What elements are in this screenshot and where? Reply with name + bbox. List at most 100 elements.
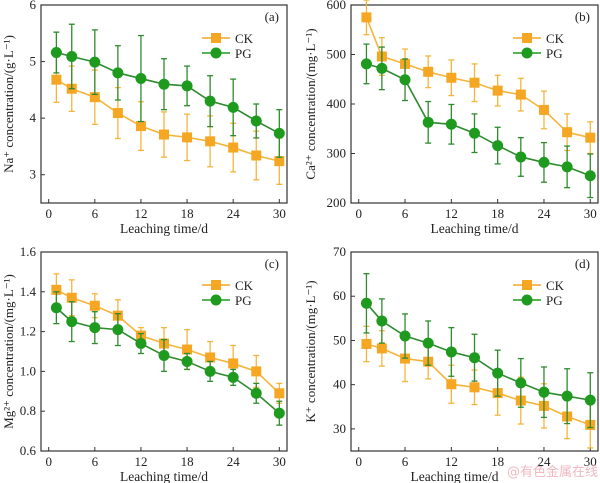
data-point-square (135, 121, 146, 132)
plot-frame (350, 251, 599, 452)
data-point-circle (561, 390, 573, 402)
x-tick-label: 0 (45, 206, 52, 221)
data-point-circle (135, 73, 147, 85)
data-point-square (182, 344, 193, 355)
data-point-square (182, 132, 193, 143)
data-point-circle (89, 56, 101, 68)
data-point-square (89, 92, 100, 103)
y-tick-label: 6 (30, 0, 37, 12)
chart-panel-d: 0 6 12 18 24 30 30 40 50 60 70 Leaching time/d K⁺ co… (303, 244, 599, 483)
x-tick-label: 12 (134, 454, 147, 469)
chart-panel-c: 0 6 12 18 24 30 0.6 0.8 1.0 1.2 1.4 1.6 Leaching tim… (1, 244, 288, 483)
data-point-circle (112, 67, 124, 79)
data-point-square (274, 156, 285, 167)
data-point-square (205, 352, 216, 363)
x-tick-label: 0 (355, 454, 362, 469)
data-point-square (228, 358, 239, 369)
legend-marker-square (522, 280, 532, 290)
data-point-square (446, 379, 457, 390)
data-point-circle (492, 140, 504, 152)
data-point-square (66, 292, 77, 303)
y-tick-label: 4 (30, 110, 37, 125)
legend-label: CK (546, 278, 565, 293)
data-point-square (446, 72, 457, 83)
x-tick-label: 24 (537, 206, 551, 221)
plot-frame (40, 251, 288, 452)
data-point-square (51, 284, 62, 295)
x-tick-label: 0 (45, 454, 52, 469)
data-point-circle (445, 118, 457, 130)
y-tick-label: 500 (327, 47, 347, 62)
y-axis-label: Mg²⁺ concentration/(mg·L⁻¹) (1, 274, 16, 429)
data-point-circle (135, 338, 147, 350)
data-point-circle (158, 349, 170, 361)
data-point-circle (376, 315, 388, 327)
data-point-circle (469, 352, 480, 364)
x-axis-label: Leaching time/d (120, 469, 208, 483)
legend-label: CK (235, 31, 254, 46)
y-tick-label: 200 (327, 195, 347, 210)
x-tick-label: 12 (445, 206, 458, 221)
data-point-circle (538, 386, 550, 398)
series-pg (360, 273, 596, 429)
data-point-circle (422, 337, 434, 349)
data-point-square (251, 150, 262, 161)
y-axis-label: Ca²⁺ concentration/(mg·L⁻¹) (303, 28, 318, 179)
data-point-circle (515, 151, 527, 163)
data-point-square (376, 343, 387, 354)
data-point-circle (273, 407, 285, 419)
legend-label: CK (235, 278, 254, 293)
x-tick-label: 18 (181, 454, 194, 469)
legend-marker-circle (521, 294, 533, 306)
data-point-square (361, 12, 372, 23)
data-point-circle (360, 297, 372, 309)
x-tick-label: 12 (445, 454, 458, 469)
series-line (55, 78, 280, 162)
y-tick-label: 3 (30, 167, 37, 182)
panel-label: (a) (265, 9, 279, 24)
x-tick-label: 18 (491, 206, 504, 221)
data-point-square (423, 66, 434, 77)
data-point-circle (584, 394, 596, 406)
x-tick-label: 6 (92, 454, 99, 469)
data-point-circle (66, 50, 78, 62)
x-axis-label: Leaching time/d (120, 221, 208, 236)
y-axis-label: Na⁺ concentration/(g·L⁻¹) (1, 35, 16, 173)
series-pg (50, 291, 285, 426)
data-point-square (89, 300, 100, 311)
legend-marker-square (522, 33, 532, 43)
data-point-circle (538, 156, 550, 168)
legend-marker-circle (210, 47, 222, 59)
series-ck (361, 0, 596, 155)
data-point-circle (399, 330, 411, 342)
x-tick-label: 6 (402, 454, 409, 469)
data-point-square (562, 127, 573, 138)
x-tick-label: 24 (227, 206, 241, 221)
data-point-circle (360, 58, 372, 70)
chart-panel-b: 0 6 12 18 24 30 200 300 400 500 600 Leaching time/d… (303, 0, 599, 236)
y-tick-label: 30 (333, 421, 346, 436)
data-point-circle (399, 74, 411, 86)
data-point-square (585, 132, 596, 143)
data-point-square (159, 129, 169, 140)
x-tick-label: 18 (491, 454, 504, 469)
y-tick-label: 1.4 (20, 284, 37, 299)
y-tick-label: 5 (30, 54, 37, 69)
x-tick-label: 6 (92, 206, 99, 221)
y-tick-label: 1.0 (20, 363, 36, 378)
y-axis-label: K⁺ concentration/(mg·L⁻¹) (303, 280, 318, 422)
panel-label: (b) (575, 9, 590, 24)
series-ck (361, 325, 596, 449)
y-tick-label: 0.6 (20, 443, 37, 458)
data-point-circle (561, 161, 573, 173)
x-axis-label: Leaching time/d (410, 469, 498, 483)
data-point-circle (204, 95, 216, 107)
data-point-circle (492, 367, 504, 379)
data-point-circle (584, 170, 596, 182)
x-tick-label: 6 (402, 206, 409, 221)
data-point-circle (158, 78, 170, 90)
data-point-circle (181, 80, 193, 92)
x-tick-label: 24 (537, 454, 551, 469)
